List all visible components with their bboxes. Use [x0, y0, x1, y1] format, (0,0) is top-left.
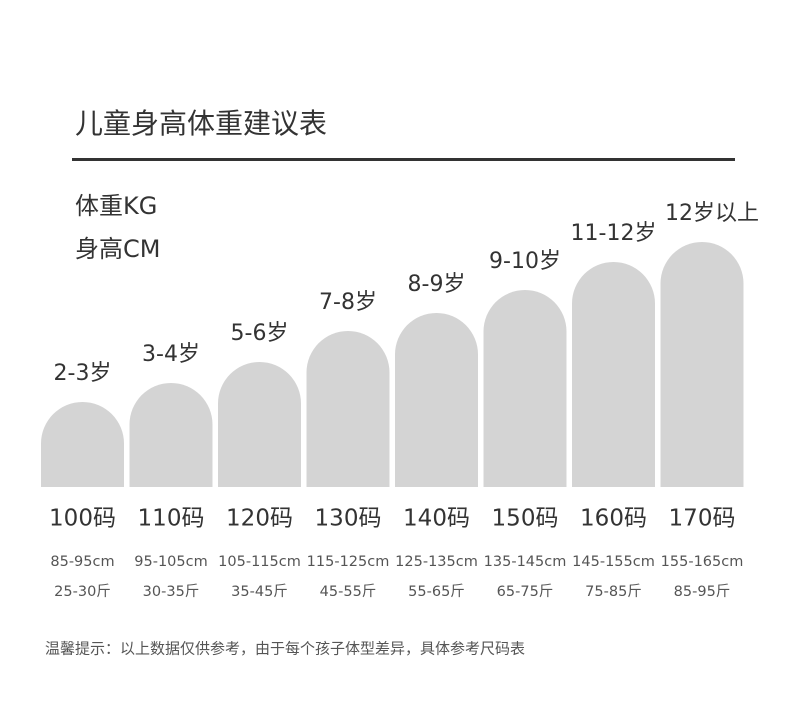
size-label: 100码	[49, 506, 116, 532]
weight-range: 55-65斤	[408, 583, 465, 600]
size-label: 140码	[403, 506, 470, 532]
age-label: 7-8岁	[319, 290, 377, 315]
size-label: 110码	[138, 506, 205, 532]
weight-range: 65-75斤	[497, 583, 554, 600]
age-label: 12岁以上	[665, 201, 759, 226]
age-label: 11-12岁	[571, 221, 657, 246]
size-label: 160码	[580, 506, 647, 532]
title: 儿童身高体重建议表	[75, 107, 327, 140]
title-rule	[72, 158, 735, 161]
height-range: 115-125cm	[307, 554, 390, 570]
age-label: 9-10岁	[489, 249, 561, 274]
arch	[660, 241, 744, 487]
age-label: 8-9岁	[408, 272, 466, 297]
height-range: 145-155cm	[572, 554, 655, 570]
weight-range: 75-85斤	[585, 583, 642, 600]
arch	[572, 262, 655, 487]
weight-range: 45-55斤	[320, 583, 377, 600]
size-label: 150码	[492, 506, 559, 532]
arch	[306, 331, 390, 487]
height-range: 155-165cm	[661, 554, 744, 570]
weight-range: 25-30斤	[54, 583, 111, 600]
height-range: 95-105cm	[134, 554, 207, 570]
arch	[483, 289, 567, 487]
height-range: 105-115cm	[218, 554, 301, 570]
weight-label: 体重KG	[75, 192, 157, 220]
arch	[218, 361, 301, 487]
age-label: 2-3岁	[54, 361, 112, 386]
height-range: 135-145cm	[484, 554, 567, 570]
columns: 2-3岁 100码 85-95cm 25-30斤 3-4岁 110码 95-105cm 30-…	[41, 201, 759, 600]
size-label: 120码	[226, 506, 293, 532]
arch	[41, 401, 124, 487]
age-label: 5-6岁	[231, 321, 289, 346]
weight-range: 30-35斤	[143, 583, 200, 600]
height-range: 125-135cm	[395, 554, 478, 570]
weight-range: 35-45斤	[231, 583, 288, 600]
footnote: 温馨提示：以上数据仅供参考，由于每个孩子体型差异，具体参考尺码表	[45, 640, 525, 658]
age-label: 3-4岁	[142, 342, 200, 367]
arch	[395, 313, 478, 487]
size-label: 170码	[669, 506, 736, 532]
size-label: 130码	[315, 506, 382, 532]
height-label: 身高CM	[75, 235, 160, 263]
weight-range: 85-95斤	[674, 583, 731, 600]
height-range: 85-95cm	[50, 554, 114, 570]
arch	[129, 382, 213, 487]
